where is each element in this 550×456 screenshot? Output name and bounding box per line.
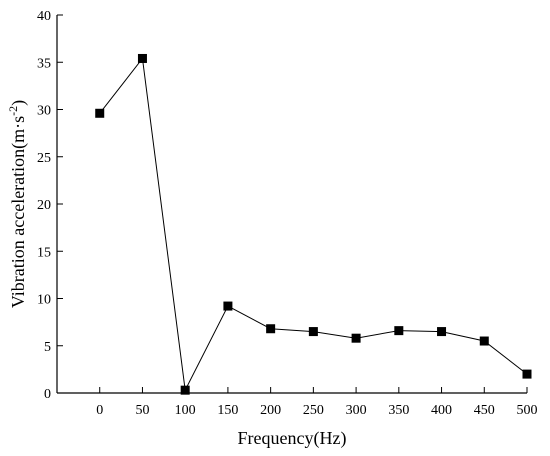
data-point-marker <box>522 369 532 379</box>
y-tick-label: 5 <box>44 340 51 355</box>
data-point-marker <box>479 336 489 346</box>
x-tick-label: 0 <box>96 403 103 418</box>
y-tick-label: 15 <box>37 245 51 260</box>
axes: 0 5 10 15 20 25 30 35 40 0 50 100 150 200 250 300 350 40… <box>37 9 538 418</box>
data-point-marker <box>351 333 361 343</box>
y-axis-ticks: 0 5 10 15 20 25 30 35 40 <box>37 9 63 402</box>
series-markers <box>95 53 532 395</box>
data-point-marker <box>308 327 318 337</box>
x-tick-label: 350 <box>388 403 409 418</box>
y-tick-label: 25 <box>37 151 51 166</box>
y-axis-title-prefix: Vibration acceleration(m·s <box>8 116 29 308</box>
y-tick-label: 10 <box>37 293 51 308</box>
series-line <box>99 57 528 392</box>
x-tick-label: 300 <box>346 403 367 418</box>
data-point-marker <box>137 53 147 63</box>
y-tick-label: 35 <box>37 56 51 71</box>
x-tick-label: 100 <box>175 403 196 418</box>
y-tick-label: 0 <box>44 387 51 402</box>
x-axis-ticks: 0 50 100 150 200 250 300 350 400 450 500 <box>96 387 538 418</box>
y-tick-label: 20 <box>37 198 51 213</box>
x-tick-label: 500 <box>517 403 538 418</box>
x-tick-label: 150 <box>217 403 238 418</box>
y-tick-label: 30 <box>37 104 51 119</box>
data-point-marker <box>180 385 190 395</box>
y-axis-title-suffix: ) <box>8 100 29 106</box>
data-point-marker <box>266 324 276 334</box>
x-tick-label: 200 <box>260 403 281 418</box>
plot-area <box>95 53 532 395</box>
data-point-marker <box>394 326 404 336</box>
data-point-marker <box>437 327 447 337</box>
data-point-marker <box>95 108 105 118</box>
data-point-marker <box>223 301 233 311</box>
x-tick-label: 450 <box>474 403 495 418</box>
x-tick-label: 50 <box>135 403 149 418</box>
x-tick-label: 250 <box>303 403 324 418</box>
y-axis-title: Vibration acceleration(m·s-2) <box>6 100 29 308</box>
y-tick-label: 40 <box>37 9 51 24</box>
y-axis-title-superscript: -2 <box>6 106 20 116</box>
x-axis-title: Frequency(Hz) <box>238 428 347 449</box>
x-tick-label: 400 <box>431 403 452 418</box>
